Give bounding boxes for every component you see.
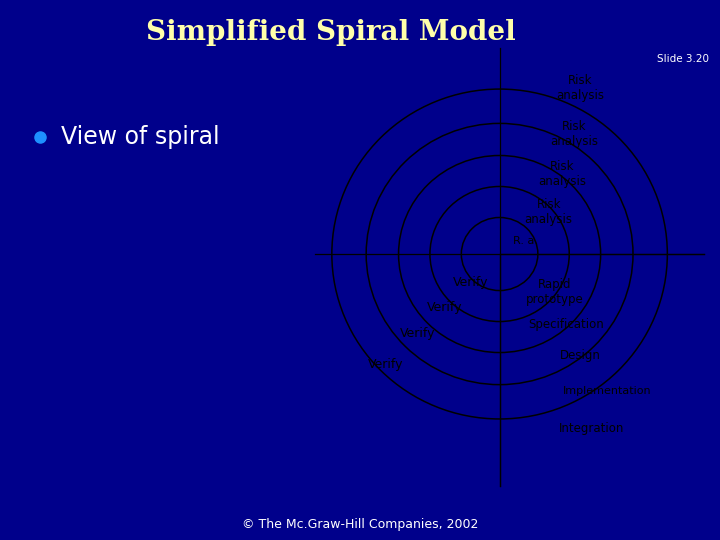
Text: Risk
analysis: Risk analysis (556, 74, 604, 102)
Text: © The Mc.Graw-Hill Companies, 2002: © The Mc.Graw-Hill Companies, 2002 (242, 518, 478, 531)
Text: Verify: Verify (400, 327, 435, 340)
Text: Verify: Verify (452, 276, 488, 289)
Text: Design: Design (559, 349, 600, 362)
Text: Integration: Integration (559, 422, 624, 435)
Text: View of spiral: View of spiral (61, 125, 220, 149)
Text: Risk
analysis: Risk analysis (539, 160, 586, 188)
Text: Risk
analysis: Risk analysis (550, 120, 598, 148)
Text: Specification: Specification (528, 319, 604, 332)
Text: Verify: Verify (427, 301, 462, 314)
Text: Risk
analysis: Risk analysis (525, 198, 572, 226)
Text: Simplified Spiral Model: Simplified Spiral Model (146, 19, 516, 46)
Text: Rapid
prototype: Rapid prototype (526, 278, 583, 306)
Text: Slide 3.20: Slide 3.20 (657, 54, 709, 64)
Text: Implementation: Implementation (563, 386, 652, 396)
Text: R. a.: R. a. (513, 236, 538, 246)
Text: Verify: Verify (368, 358, 403, 371)
